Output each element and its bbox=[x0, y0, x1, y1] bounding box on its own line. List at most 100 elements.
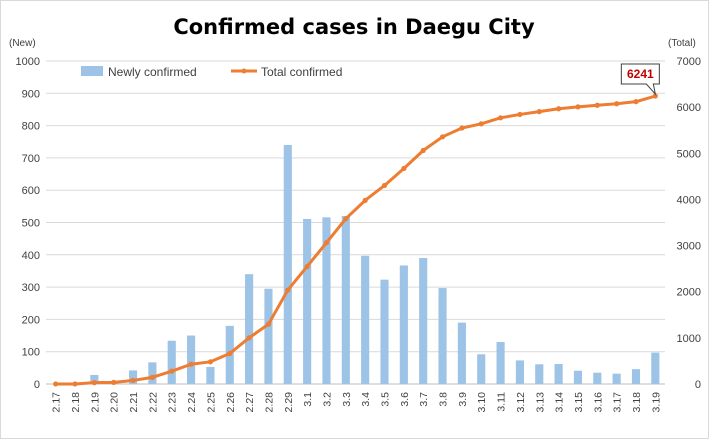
y-left-tick-label: 500 bbox=[22, 218, 40, 230]
point-total-confirmed bbox=[652, 93, 658, 99]
y-right-tick-label: 6000 bbox=[677, 102, 701, 114]
x-tick-label: 3.8 bbox=[438, 392, 450, 407]
point-total-confirmed bbox=[556, 106, 562, 112]
y-right-tick-label: 1000 bbox=[677, 333, 701, 345]
legend-label-total-confirmed: Total confirmed bbox=[261, 65, 342, 79]
x-tick-label: 3.5 bbox=[380, 392, 392, 407]
bar-newly-confirmed bbox=[419, 258, 428, 384]
x-tick-label: 3.19 bbox=[650, 392, 662, 413]
point-total-confirmed bbox=[420, 147, 426, 154]
y-right-tick-label: 7000 bbox=[677, 56, 701, 68]
y-right-tick-label: 4000 bbox=[677, 194, 701, 206]
bar-newly-confirmed bbox=[167, 340, 176, 384]
point-total-confirmed bbox=[439, 134, 446, 140]
gridlines bbox=[46, 60, 665, 385]
bar-newly-confirmed bbox=[515, 360, 524, 384]
y-left-tick-label: 100 bbox=[22, 347, 40, 359]
x-tick-label: 2.29 bbox=[283, 392, 295, 413]
x-tick-label: 3.9 bbox=[457, 392, 469, 407]
bar-newly-confirmed bbox=[593, 372, 602, 384]
bar-newly-confirmed bbox=[651, 352, 660, 384]
bar-newly-confirmed bbox=[554, 363, 563, 384]
y-left-tick-label: 800 bbox=[22, 121, 40, 133]
legend: Newly confirmed Total confirmed bbox=[81, 65, 342, 79]
point-total-confirmed bbox=[53, 381, 59, 387]
x-tick-label: 3.17 bbox=[612, 392, 624, 413]
y-left-tick-label: 900 bbox=[22, 88, 40, 100]
bar-newly-confirmed bbox=[535, 364, 544, 384]
bar-newly-confirmed bbox=[361, 255, 370, 384]
point-total-confirmed bbox=[149, 374, 155, 380]
bar-newly-confirmed bbox=[477, 354, 486, 384]
total-callout: 6241 bbox=[620, 63, 660, 96]
point-total-confirmed bbox=[169, 368, 175, 374]
y-left-tick-label: 400 bbox=[22, 250, 40, 262]
y-right-tick-label: 2000 bbox=[677, 287, 701, 299]
point-total-confirmed bbox=[536, 109, 542, 115]
x-tick-label: 3.18 bbox=[631, 392, 643, 413]
bar-newly-confirmed bbox=[245, 274, 254, 384]
x-tick-label: 3.2 bbox=[321, 392, 333, 407]
point-total-confirmed bbox=[459, 125, 465, 131]
x-tick-label: 3.14 bbox=[554, 392, 566, 413]
point-total-confirmed bbox=[227, 350, 233, 357]
bar-newly-confirmed bbox=[283, 144, 292, 384]
bar-newly-confirmed bbox=[573, 370, 583, 384]
bar-newly-confirmed bbox=[380, 279, 389, 384]
x-tick-label: 3.13 bbox=[534, 392, 546, 413]
x-tick-labels: 2.17 2.18 2.19 2.20 2.21 2.22 2.23 2.24 2.25 2.26… bbox=[51, 392, 663, 413]
callout-box bbox=[620, 63, 660, 96]
y-left-tick-label: 0 bbox=[34, 379, 40, 391]
bar-newly-confirmed bbox=[303, 218, 312, 384]
x-tick-label: 2.23 bbox=[167, 392, 179, 413]
y-left-tick-label: 700 bbox=[22, 153, 40, 165]
y-left-tick-labels: 0 100 200 300 400 500 600 700 800 900 1000 bbox=[16, 56, 40, 391]
y-right-tick-labels: 0 1000 2000 3000 4000 5000 6000 7000 bbox=[677, 56, 701, 391]
point-total-confirmed bbox=[130, 377, 136, 384]
point-total-confirmed bbox=[517, 111, 523, 118]
x-tick-label: 2.22 bbox=[147, 392, 159, 413]
point-total-confirmed bbox=[401, 165, 407, 172]
point-total-confirmed bbox=[614, 101, 620, 107]
point-total-confirmed bbox=[207, 359, 214, 365]
chart-title: Confirmed cases in Daegu City bbox=[173, 15, 535, 39]
x-tick-label: 3.11 bbox=[496, 392, 508, 412]
bar-newly-confirmed bbox=[187, 335, 196, 384]
y-right-unit-label: (Total) bbox=[668, 38, 696, 49]
x-tick-label: 3.16 bbox=[592, 392, 604, 413]
x-tick-label: 3.4 bbox=[360, 392, 372, 407]
bar-newly-confirmed bbox=[128, 370, 138, 384]
point-total-confirmed bbox=[497, 115, 504, 121]
point-total-confirmed bbox=[594, 102, 600, 108]
y-right-tick-label: 3000 bbox=[677, 241, 701, 253]
bar-newly-confirmed bbox=[322, 217, 331, 384]
callout-value: 6241 bbox=[627, 67, 654, 81]
bar-newly-confirmed bbox=[148, 362, 157, 384]
x-tick-label: 2.19 bbox=[89, 392, 101, 413]
point-total-confirmed bbox=[265, 321, 272, 327]
x-tick-label: 3.3 bbox=[341, 392, 353, 407]
y-right-tick-label: 0 bbox=[695, 379, 701, 391]
line-total-confirmed bbox=[55, 94, 656, 386]
point-total-confirmed bbox=[381, 182, 388, 189]
x-tick-label: 2.17 bbox=[51, 392, 63, 413]
x-tick-label: 2.27 bbox=[244, 392, 256, 413]
bar-newly-confirmed bbox=[438, 288, 447, 384]
point-total-confirmed bbox=[575, 104, 581, 110]
point-total-confirmed bbox=[91, 380, 97, 386]
point-total-confirmed bbox=[188, 361, 194, 367]
point-total-confirmed bbox=[72, 381, 78, 387]
bar-newly-confirmed bbox=[612, 373, 621, 384]
x-tick-label: 3.1 bbox=[302, 392, 314, 407]
x-tick-label: 3.12 bbox=[515, 392, 527, 413]
point-total-confirmed bbox=[633, 99, 639, 105]
point-total-confirmed bbox=[323, 240, 330, 246]
bar-newly-confirmed bbox=[264, 288, 273, 384]
point-total-confirmed bbox=[246, 335, 252, 341]
x-tick-label: 2.24 bbox=[186, 392, 198, 413]
legend-swatch-newly-confirmed bbox=[81, 66, 103, 76]
bar-newly-confirmed bbox=[496, 342, 505, 384]
bar-newly-confirmed bbox=[631, 369, 641, 384]
